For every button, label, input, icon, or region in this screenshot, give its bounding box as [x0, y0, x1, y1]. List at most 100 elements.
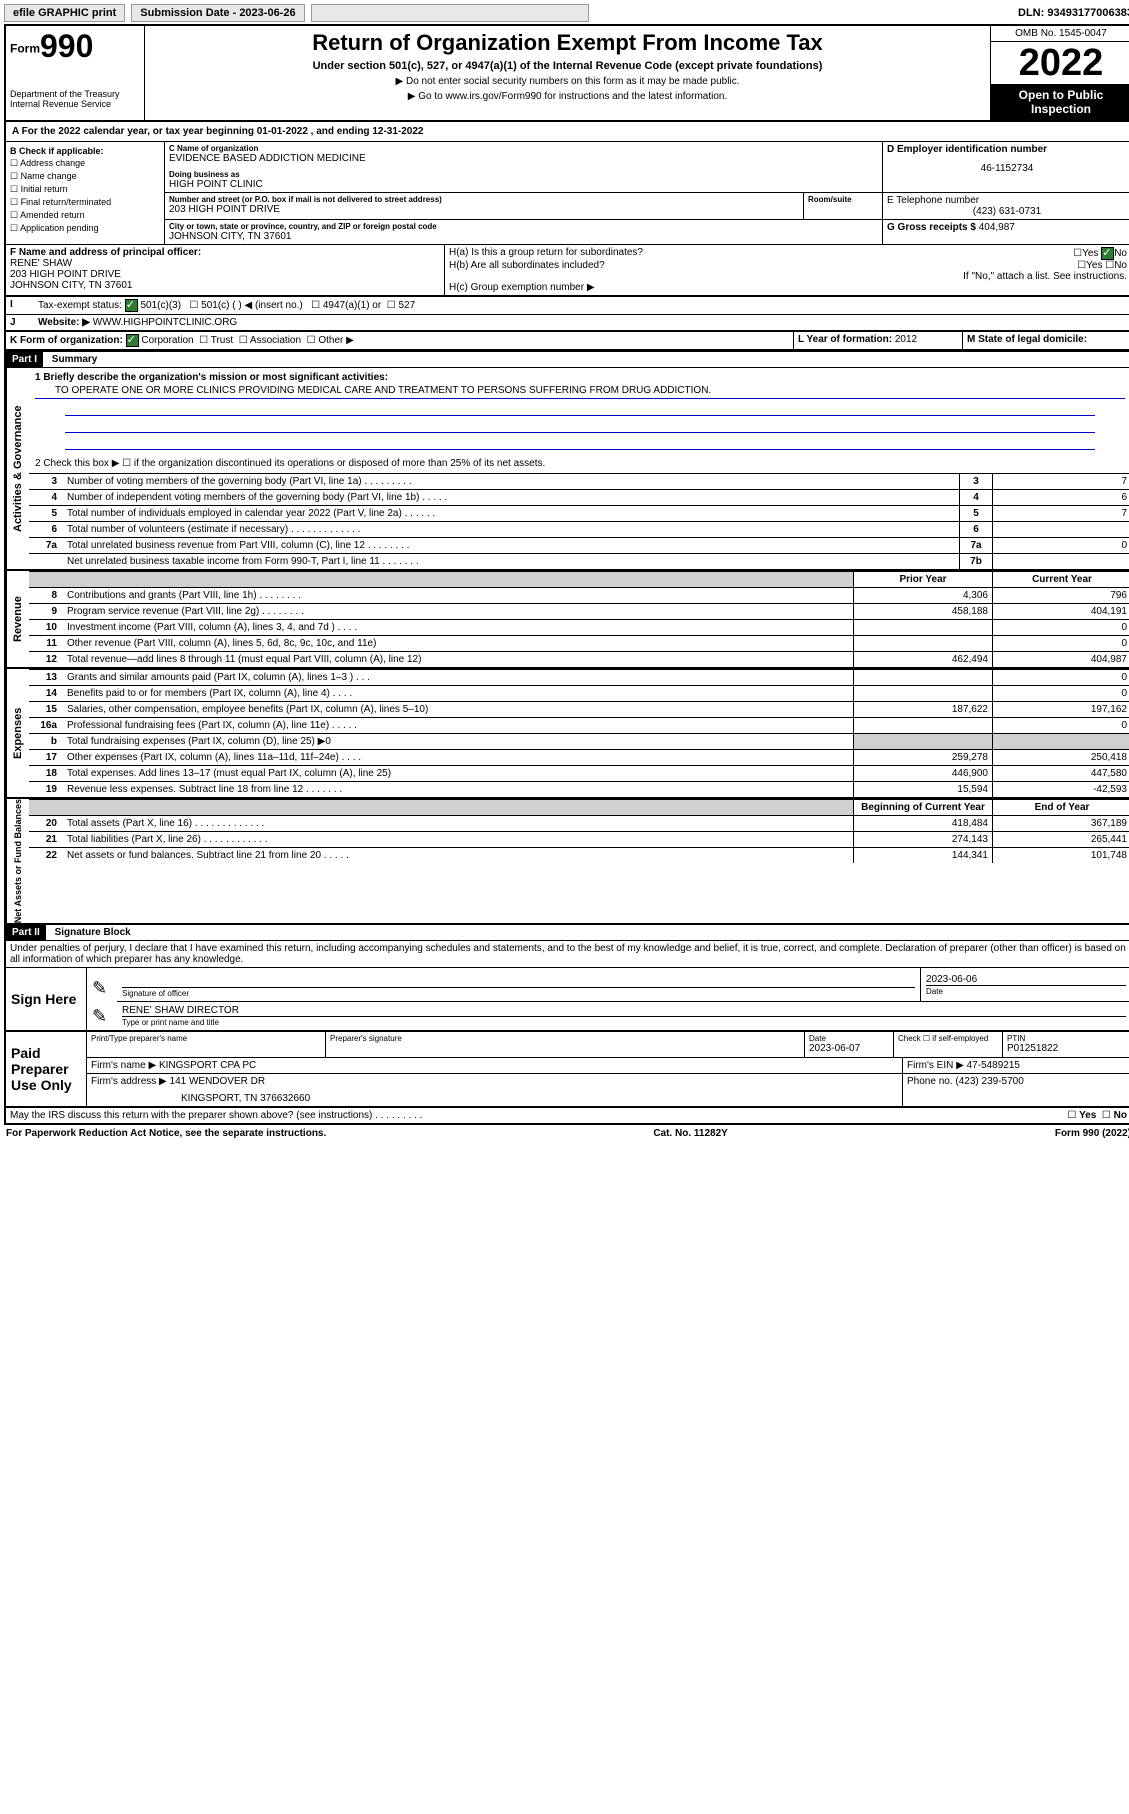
current-value: 0	[993, 718, 1129, 734]
efile-button[interactable]: efile GRAPHIC print	[4, 4, 125, 22]
dba-label: Doing business as	[169, 170, 878, 179]
blank-cell	[63, 572, 854, 588]
line-text: Program service revenue (Part VIII, line…	[63, 604, 854, 620]
prior-value	[854, 636, 993, 652]
line-text: Total fundraising expenses (Part IX, col…	[63, 734, 854, 750]
department-label: Department of the Treasury Internal Reve…	[10, 89, 140, 109]
section-m: M State of legal domicile:	[963, 332, 1129, 349]
current-value: 101,748	[993, 848, 1129, 864]
submission-date-button[interactable]: Submission Date - 2023-06-26	[131, 4, 304, 22]
firm-ein: 47-5489215	[967, 1060, 1020, 1071]
current-value: 197,162	[993, 702, 1129, 718]
group-revenue: Revenue	[6, 571, 29, 667]
line-no: 17	[29, 750, 63, 766]
line-no: 19	[29, 782, 63, 798]
current-value: 447,580	[993, 766, 1129, 782]
self-employed-check[interactable]: Check ☐ if self-employed	[894, 1032, 1003, 1057]
line-no: 3	[29, 474, 63, 490]
pen-icon: ✎	[87, 1002, 118, 1032]
current-value: 0	[993, 670, 1129, 686]
line-text: Investment income (Part VIII, column (A)…	[63, 620, 854, 636]
line-value: 7	[993, 506, 1129, 522]
prior-value: 458,188	[854, 604, 993, 620]
line-no: 12	[29, 652, 63, 668]
current-value: 796	[993, 588, 1129, 604]
page-title: Return of Organization Exempt From Incom…	[149, 30, 986, 56]
col-begin: Beginning of Current Year	[854, 800, 993, 816]
discuss-checkboxes[interactable]: ☐ Yes ☐ No	[1067, 1110, 1127, 1121]
current-value: 367,189	[993, 816, 1129, 832]
blank-cell	[63, 800, 854, 816]
prior-value: 4,306	[854, 588, 993, 604]
website-value[interactable]: WWW.HIGHPOINTCLINIC.ORG	[93, 317, 237, 328]
prior-value: 462,494	[854, 652, 993, 668]
col-prior: Prior Year	[854, 572, 993, 588]
group-activities: Activities & Governance	[6, 368, 29, 569]
line-no: 6	[29, 522, 63, 538]
check-name-change[interactable]: ☐ Name change	[10, 171, 160, 182]
mission-label: 1 Briefly describe the organization's mi…	[35, 372, 1125, 383]
current-value: 250,418	[993, 750, 1129, 766]
line-no: 20	[29, 816, 63, 832]
goto-link[interactable]: ▶ Go to www.irs.gov/Form990 for instruct…	[149, 91, 986, 102]
line-text: Grants and similar amounts paid (Part IX…	[63, 670, 854, 686]
ssn-warning: ▶ Do not enter social security numbers o…	[149, 76, 986, 87]
check-amended-return[interactable]: ☐ Amended return	[10, 210, 160, 221]
firm-ein-label: Firm's EIN ▶	[907, 1060, 964, 1071]
check-address-change[interactable]: ☐ Address change	[10, 158, 160, 169]
pen-icon: ✎	[87, 968, 118, 1002]
prep-sig-label: Preparer's signature	[330, 1034, 800, 1043]
current-value: 0	[993, 620, 1129, 636]
type-name-label: Type or print name and title	[122, 1016, 1126, 1027]
check-initial-return[interactable]: ☐ Initial return	[10, 184, 160, 195]
firm-name-label: Firm's name ▶	[91, 1060, 156, 1071]
check-no-ha[interactable]	[1101, 247, 1114, 260]
line-value: 7	[993, 474, 1129, 490]
current-value: 404,191	[993, 604, 1129, 620]
line-no: 8	[29, 588, 63, 604]
ptin-label: PTIN	[1007, 1034, 1127, 1043]
section-b: B Check if applicable: ☐ Address change …	[6, 142, 165, 244]
part2-title: Signature Block	[49, 925, 137, 940]
telephone-value: (423) 631-0731	[887, 206, 1127, 217]
line-no: 9	[29, 604, 63, 620]
open-public-badge: Open to Public Inspection	[991, 84, 1129, 120]
mission-text: TO OPERATE ONE OR MORE CLINICS PROVIDING…	[35, 383, 1125, 399]
current-value	[993, 734, 1129, 750]
officer-printed-name: RENE' SHAW DIRECTOR	[122, 1005, 1126, 1016]
mission-blank-3	[65, 435, 1095, 450]
line-no: 10	[29, 620, 63, 636]
line-no: 5	[29, 506, 63, 522]
sig-date: 2023-06-06	[926, 974, 1126, 985]
current-value: 265,441	[993, 832, 1129, 848]
line-value	[993, 554, 1129, 570]
mission-blank-2	[65, 418, 1095, 433]
subtitle: Under section 501(c), 527, or 4947(a)(1)…	[149, 60, 986, 72]
form-number: 990	[40, 28, 93, 64]
form-number-cell: Form990 Department of the Treasury Inter…	[6, 26, 145, 120]
omb-number: OMB No. 1545-0047	[991, 26, 1129, 42]
telephone-label: E Telephone number	[887, 195, 1127, 206]
officer-name: RENE' SHAW	[10, 258, 440, 269]
check-final-return[interactable]: ☐ Final return/terminated	[10, 197, 160, 208]
check-corporation[interactable]	[126, 334, 139, 347]
group-net: Net Assets or Fund Balances	[6, 799, 29, 923]
part2-header: Part II	[6, 925, 46, 940]
phone-value: (423) 239-5700	[955, 1076, 1023, 1087]
dba-value: HIGH POINT CLINIC	[169, 179, 878, 190]
section-c: C Name of organization EVIDENCE BASED AD…	[165, 142, 1129, 244]
prior-value	[854, 686, 993, 702]
prior-value: 187,622	[854, 702, 993, 718]
line-no: b	[29, 734, 63, 750]
check-application-pending[interactable]: ☐ Application pending	[10, 223, 160, 234]
blank-button[interactable]	[311, 4, 589, 22]
section-l: L Year of formation: 2012	[793, 332, 963, 349]
prior-value: 446,900	[854, 766, 993, 782]
blank-cell	[29, 800, 63, 816]
line-text: Total unrelated business revenue from Pa…	[63, 538, 960, 554]
blank-cell	[29, 572, 63, 588]
line-value	[993, 522, 1129, 538]
line-box: 4	[960, 490, 993, 506]
sig-date-label: Date	[926, 985, 1126, 996]
check-501c3[interactable]	[125, 299, 138, 312]
